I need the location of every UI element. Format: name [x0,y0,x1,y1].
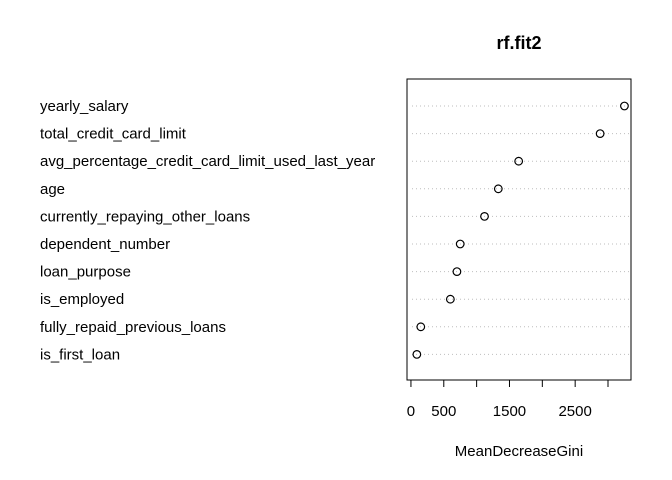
data-point [480,211,489,221]
x-tick-label: 500 [431,403,456,420]
data-point [416,322,426,332]
row-label: is_employed [40,291,124,308]
x-axis-label: MeanDecreaseGini [455,443,583,460]
row-label: age [40,181,65,198]
row-label: yearly_salary [40,98,129,115]
data-point [412,350,422,359]
data-point [514,156,524,166]
chart-title: rf.fit2 [497,33,542,53]
plot-box [406,78,632,381]
row-label: total_credit_card_limit [40,126,187,143]
data-point [595,129,605,139]
row-label: dependent_number [40,236,170,253]
x-tick-label: 0 [407,403,415,420]
row-label: avg_percentage_credit_card_limit_used_la… [40,153,375,170]
data-point [620,101,629,111]
row-label: loan_purpose [40,264,131,281]
x-tick-label: 2500 [558,403,591,420]
x-axis: 0 500 1500 2500 [407,379,609,420]
x-tick-label: 1500 [493,403,526,420]
data-point [455,239,465,249]
row-label: currently_repaying_other_loans [40,208,250,225]
row-label: is_first_loan [40,346,120,363]
data-point [445,294,455,304]
row-label: fully_repaid_previous_loans [40,319,226,336]
data-point [452,267,462,277]
row-labels: yearly_salary total_credit_card_limit avg_… [40,98,375,363]
data-point [493,184,503,194]
data-points [412,101,629,359]
guide-lines [412,105,630,355]
